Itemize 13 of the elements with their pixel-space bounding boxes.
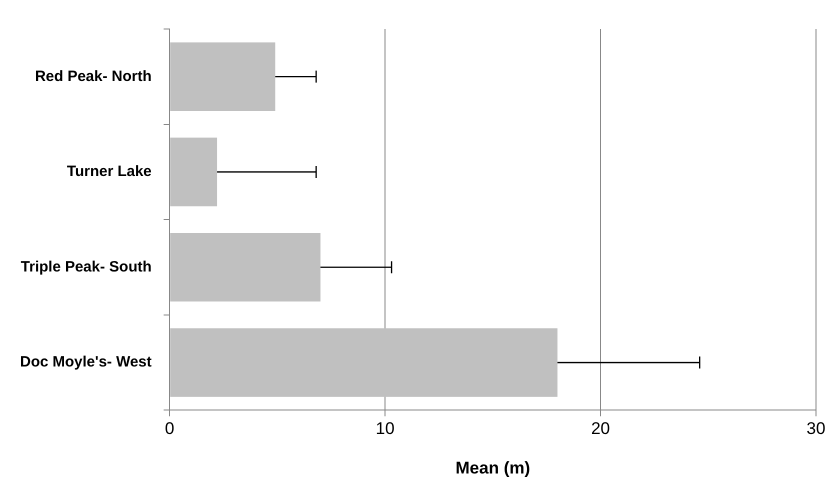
x-axis-title: Mean (m): [456, 458, 530, 478]
x-tick-label: 20: [591, 419, 610, 438]
bar: [170, 138, 218, 206]
y-tick-label: Turner Lake: [66, 163, 152, 180]
y-tick-label: Doc Moyle's- West: [20, 354, 152, 371]
x-tick-label: 0: [164, 419, 174, 438]
bar: [170, 42, 276, 111]
bar: [170, 328, 558, 397]
bar: [170, 232, 320, 302]
x-tick-label: 30: [806, 419, 826, 438]
y-tick-label: Red Peak- North: [34, 68, 152, 85]
y-tick-label: Triple Peak- South: [20, 258, 152, 276]
x-tick-label: 10: [376, 419, 395, 438]
